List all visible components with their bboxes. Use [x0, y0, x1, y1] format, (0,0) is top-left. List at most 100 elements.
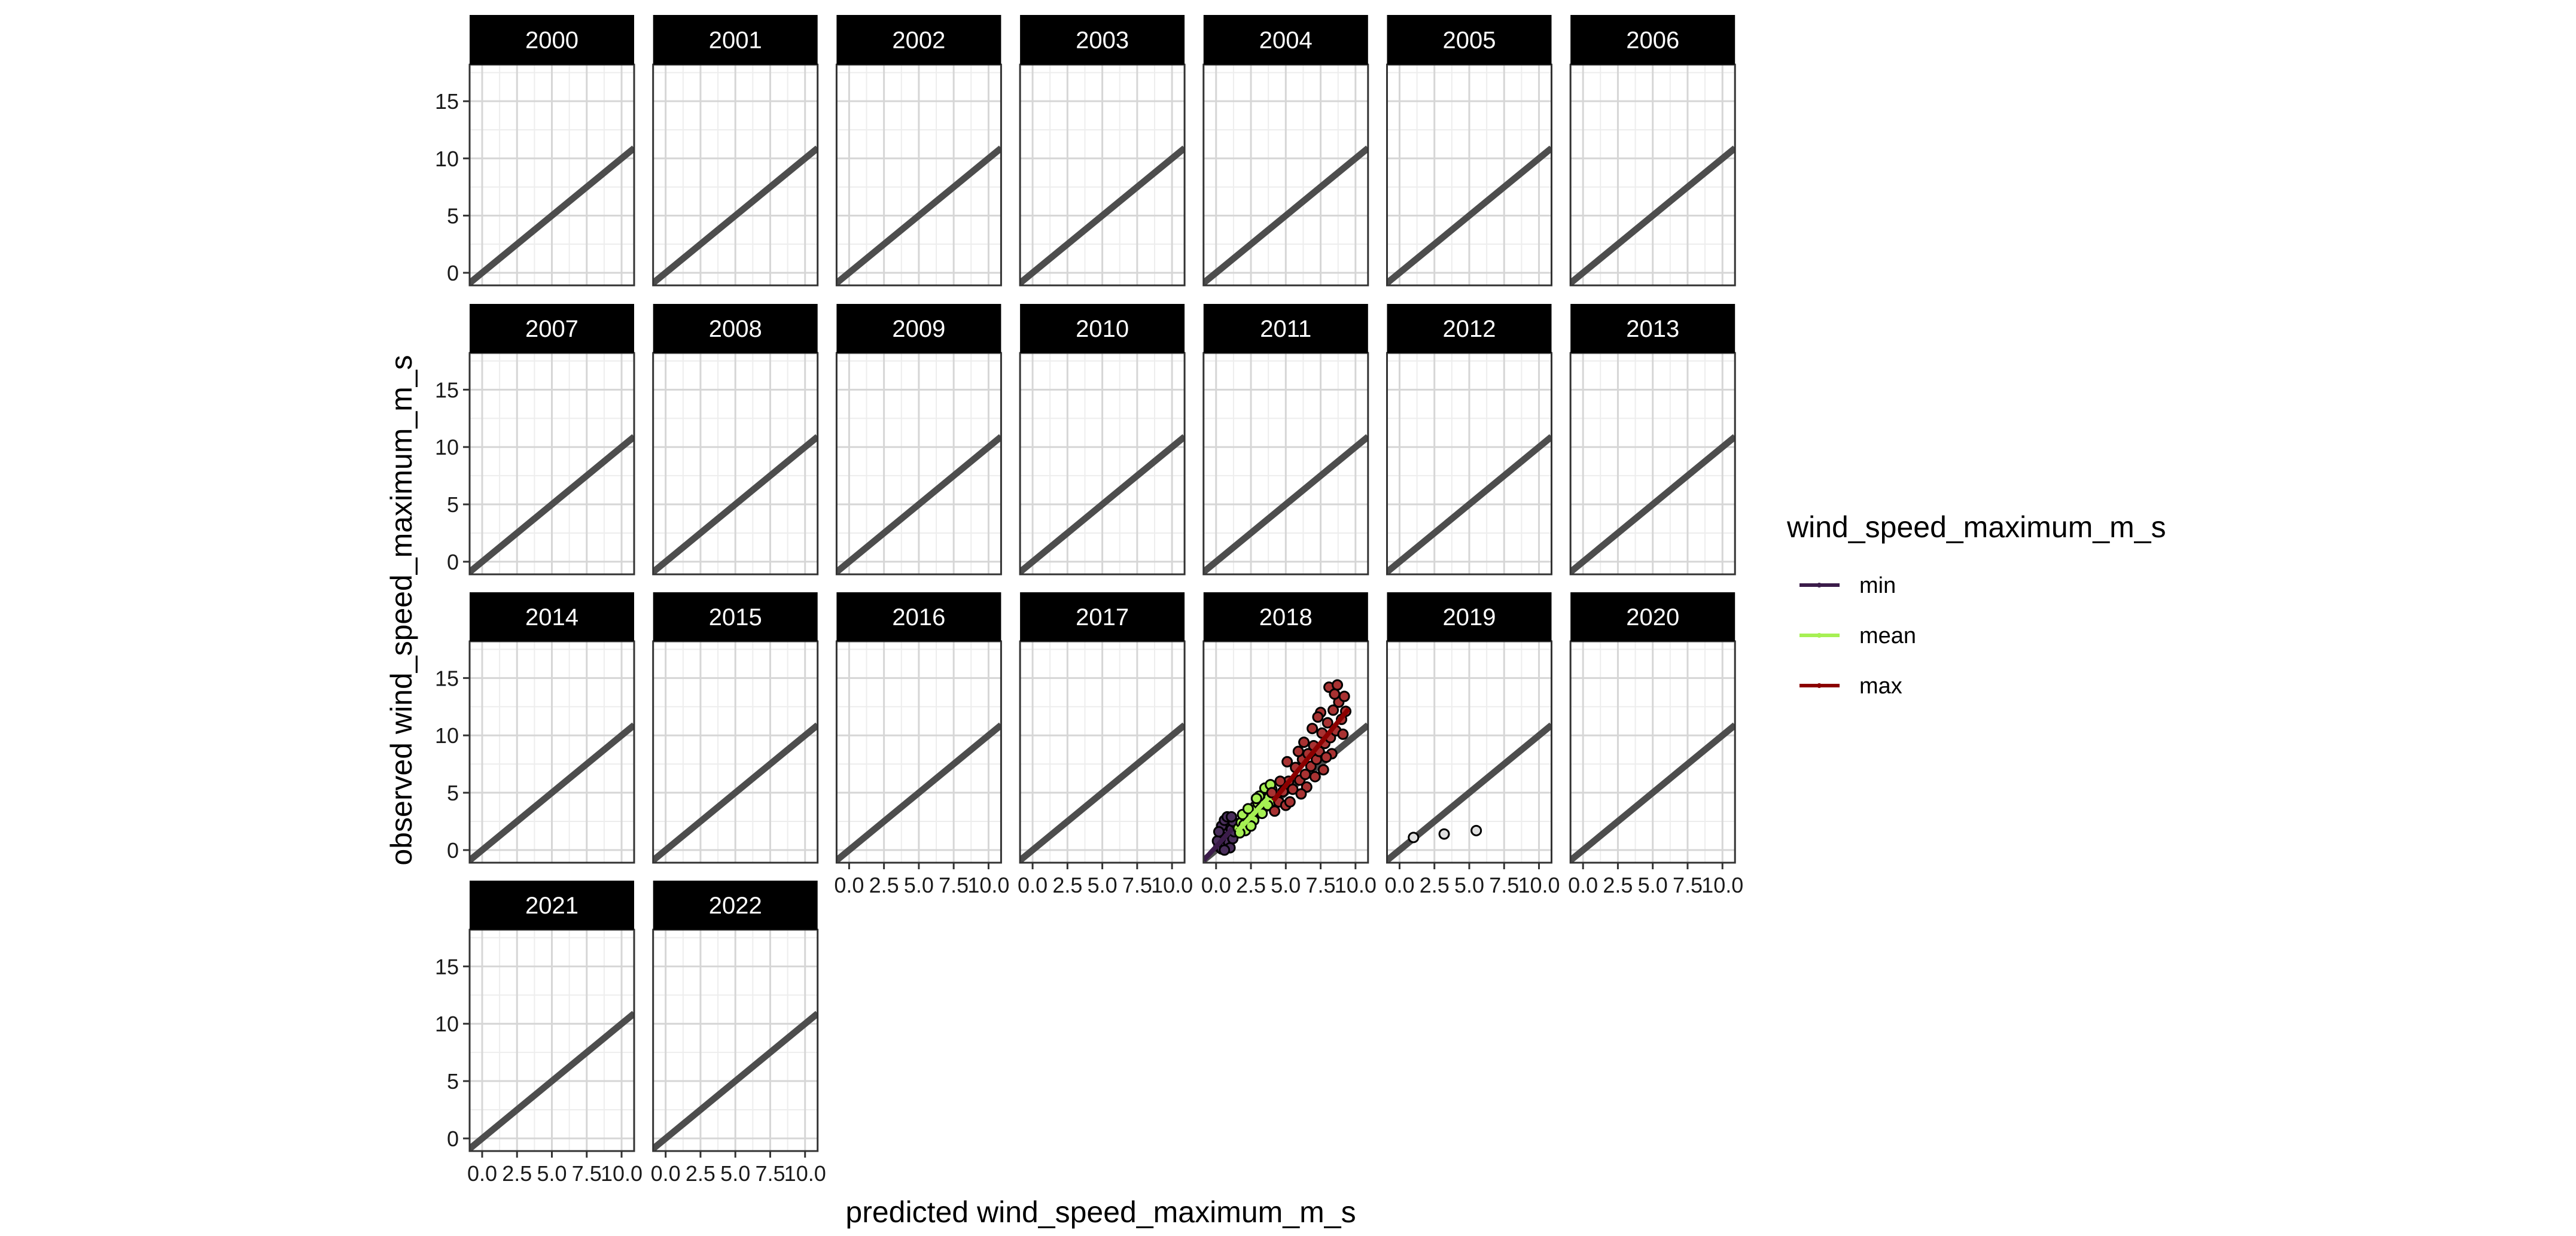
facet-strip-label: 2009: [892, 316, 945, 342]
x-tick-label: 2.5: [1236, 873, 1266, 897]
facet-strip: [1020, 15, 1185, 65]
data-point: [1292, 745, 1304, 757]
legend-key-point: [1817, 683, 1822, 688]
x-tick-label: 5.0: [537, 1161, 567, 1186]
data-point: [1309, 771, 1321, 783]
data-point: [1408, 832, 1420, 844]
x-tick-label: 0.0: [1568, 873, 1598, 897]
facet-strip: [470, 592, 634, 641]
y-tick-label: 0: [447, 1127, 459, 1151]
reference-line: [1387, 145, 1552, 285]
facet-strip-label: 2002: [892, 28, 945, 54]
reference-line: [836, 434, 1001, 574]
data-point: [1312, 711, 1324, 723]
facet-strip-label: 2004: [1259, 28, 1313, 54]
data-point: [1284, 796, 1296, 808]
facet-panel-2017: 2017: [1019, 592, 1186, 864]
reference-line: [470, 145, 634, 285]
facet-panel-2005: 2005: [1386, 15, 1552, 287]
facet-panel-2010: 2010: [1019, 304, 1186, 576]
facet-strip-label: 2017: [1076, 604, 1129, 631]
x-tick-label: 0.0: [1384, 873, 1414, 897]
facet-strip-label: 2019: [1443, 604, 1496, 631]
x-tick-label: 5.0: [1088, 873, 1118, 897]
fit-line-mean: [1235, 791, 1275, 833]
facet-strip-label: 2003: [1076, 28, 1129, 54]
data-point: [1438, 828, 1450, 840]
y-tick-label: 15: [435, 89, 459, 114]
y-axis-title: observed wind_speed_maximum_m_s: [385, 355, 418, 865]
facet-strip-label: 2013: [1626, 316, 1679, 342]
facet-strip-label: 2006: [1626, 28, 1679, 54]
facet-panel-2002: 2002: [835, 15, 1002, 287]
facet-panel-2009: 2009: [835, 304, 1002, 576]
data-point: [1245, 820, 1257, 832]
reference-line: [653, 1010, 818, 1151]
facet-strip-label: 2020: [1626, 604, 1679, 631]
x-tick-label: 7.5: [572, 1161, 602, 1186]
x-tick-label: 10.0: [601, 1161, 643, 1186]
facet-strip-label: 2021: [525, 893, 578, 919]
x-tick-label: 0.0: [1018, 873, 1048, 897]
x-tick-label: 0.0: [1201, 873, 1231, 897]
y-tick-label: 0: [447, 838, 459, 863]
facet-panel-2019: 2019: [1386, 592, 1552, 864]
legend-entries: min mean max: [1799, 573, 1916, 699]
y-tick-label: 5: [447, 781, 459, 805]
x-tick-label: 7.5: [939, 873, 969, 897]
data-point: [1332, 679, 1344, 691]
legend-key-point: [1817, 583, 1822, 587]
facet-strip: [1570, 304, 1735, 353]
facet-strip: [1020, 592, 1185, 641]
legend-label: max: [1859, 674, 1902, 699]
data-point: [1322, 717, 1333, 729]
x-tick-label: 5.0: [1271, 873, 1301, 897]
facet-panel-2008: 2008: [652, 304, 819, 576]
reference-line: [470, 722, 634, 863]
facet-strip-label: 2012: [1443, 316, 1496, 342]
x-tick-label: 2.5: [1052, 873, 1082, 897]
x-tick-label: 0.0: [467, 1161, 497, 1186]
y-tick-label: 0: [447, 550, 459, 574]
legend: wind_speed_maximum_m_s min mean max: [1786, 510, 2166, 699]
reference-line: [653, 145, 818, 285]
reference-line: [836, 145, 1001, 285]
x-tick-label: 5.0: [904, 873, 934, 897]
data-point: [1329, 688, 1341, 700]
facet-strip-label: 2022: [709, 893, 762, 919]
reference-line: [1387, 434, 1552, 574]
data-point: [1320, 751, 1332, 763]
facet-strip-label: 2000: [525, 28, 578, 54]
data-point: [1338, 690, 1350, 702]
x-tick-label: 10.0: [1518, 873, 1560, 897]
x-tick-label: 2.5: [1420, 873, 1450, 897]
facet-panel-2011: 2011: [1202, 304, 1369, 576]
facet-panel-2018: 2018: [1202, 592, 1369, 864]
x-axis-ticks: 0.0 2.5 5.0 7.510.0 0.0 2.5 5.0 7.510.0 0.0 2.5 5.…: [467, 863, 1743, 1186]
x-tick-label: 2.5: [686, 1161, 715, 1186]
data-point: [1266, 787, 1278, 799]
facet-strip: [1203, 592, 1368, 641]
facet-panel-2016: 2016: [835, 592, 1002, 864]
x-tick-label: 2.5: [1603, 873, 1633, 897]
x-tick-label: 5.0: [1454, 873, 1484, 897]
reference-line: [470, 434, 634, 574]
facet-panel-2003: 2003: [1019, 15, 1186, 287]
series-max-2018: [1266, 679, 1352, 817]
facet-strip: [1387, 592, 1552, 641]
x-tick-label: 5.0: [1638, 873, 1668, 897]
x-tick-label: 10.0: [1151, 873, 1193, 897]
facet-panel-2001: 2001: [652, 15, 819, 287]
facet-strip: [470, 881, 634, 930]
facet-strip-label: 2016: [892, 604, 945, 631]
x-tick-label: 10.0: [1335, 873, 1377, 897]
facet-strip-label: 2014: [525, 604, 578, 631]
reference-line: [1020, 722, 1185, 863]
x-tick-label: 7.5: [1673, 873, 1703, 897]
facet-strip: [653, 15, 818, 65]
data-point: [1242, 803, 1254, 815]
x-tick-label: 10.0: [784, 1161, 826, 1186]
data-point: [1295, 788, 1307, 800]
reference-line: [1203, 145, 1368, 285]
